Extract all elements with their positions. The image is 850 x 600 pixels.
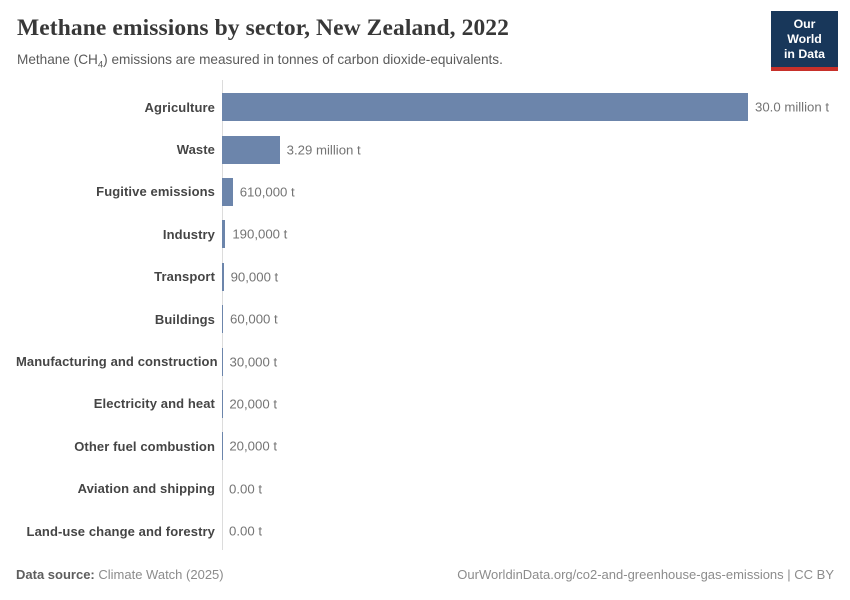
bar-track: 3.29 million t (222, 135, 834, 164)
bar-row: Manufacturing and construction 30,000 t (16, 340, 834, 382)
category-label: Other fuel combustion (74, 438, 215, 454)
bar-track: 30.0 million t (222, 93, 834, 122)
bar-track: 60,000 t (222, 305, 834, 334)
bar-value-label: 90,000 t (230, 269, 279, 285)
bar-value-label: 30.0 million t (755, 99, 830, 115)
bar-value-label: 0.00 t (229, 481, 262, 497)
bar[interactable] (222, 305, 224, 334)
owid-logo[interactable]: Our World in Data (771, 11, 838, 71)
bar-row: Land-use change and forestry 0.00 t (16, 510, 834, 552)
chart-title: Methane emissions by sector, New Zealand… (17, 15, 509, 41)
bar[interactable] (222, 93, 748, 122)
bar-row: Industry 190,000 t (16, 213, 834, 255)
bar-value-label: 60,000 t (230, 311, 278, 327)
category-label: Fugitive emissions (96, 184, 215, 200)
bar-rows: Agriculture 30.0 million t Waste 3.29 mi… (16, 86, 834, 552)
bar-value-label: 0.00 t (229, 523, 262, 539)
bar[interactable] (222, 347, 223, 376)
bar-row: Electricity and heat 20,000 t (16, 383, 834, 425)
chart-subtitle: Methane (CH4) emissions are measured in … (17, 51, 750, 72)
bar-track: 90,000 t (222, 262, 834, 291)
owid-logo-red-underline (771, 67, 838, 71)
chart-header: Methane emissions by sector, New Zealand… (17, 14, 750, 72)
bar-row: Fugitive emissions 610,000 t (16, 171, 834, 213)
bar[interactable] (222, 177, 233, 206)
category-label: Agriculture (144, 99, 215, 115)
bar[interactable] (222, 135, 280, 164)
subtitle-text-after: ) emissions are measured in tonnes of ca… (103, 52, 503, 68)
bar-row: Aviation and shipping 0.00 t (16, 468, 834, 510)
bar-row: Buildings 60,000 t (16, 298, 834, 340)
bar[interactable] (222, 220, 226, 249)
bar-track: 30,000 t (222, 347, 834, 376)
bar-value-label: 190,000 t (232, 226, 288, 242)
bar-row: Agriculture 30.0 million t (16, 86, 834, 128)
owid-url-link[interactable]: OurWorldinData.org/co2-and-greenhouse-ga… (457, 567, 834, 582)
bar-row: Transport 90,000 t (16, 256, 834, 298)
bar-track: 610,000 t (222, 177, 834, 206)
subtitle-text-before: Methane (CH (17, 52, 98, 68)
owid-logo-line2: in Data (784, 47, 825, 61)
chart-footer: Data source: Climate Watch (2025) OurWor… (16, 567, 834, 582)
data-source-value: Climate Watch (2025) (98, 567, 224, 582)
data-source: Data source: Climate Watch (2025) (16, 567, 224, 582)
bar-value-label: 20,000 t (229, 396, 278, 412)
category-label: Manufacturing and construction (16, 354, 218, 370)
category-label: Electricity and heat (93, 396, 215, 412)
bar-track: 190,000 t (222, 220, 834, 249)
bar-value-label: 20,000 t (229, 438, 278, 454)
category-label: Transport (154, 269, 215, 285)
bar-track: 0.00 t (222, 517, 834, 545)
subtitle-subscript: 4 (97, 59, 104, 71)
category-label: Waste (176, 142, 215, 158)
category-label: Land-use change and forestry (26, 523, 215, 539)
bar-track: 20,000 t (222, 389, 834, 418)
bar-chart: Agriculture 30.0 million t Waste 3.29 mi… (16, 80, 834, 553)
bar-value-label: 610,000 t (239, 184, 295, 200)
bar-track: 20,000 t (222, 432, 834, 461)
bar-row: Other fuel combustion 20,000 t (16, 425, 834, 467)
category-label: Industry (162, 226, 215, 242)
data-source-label: Data source: (16, 567, 95, 582)
category-label: Aviation and shipping (77, 481, 215, 497)
bar-value-label: 30,000 t (229, 354, 278, 370)
bar-value-label: 3.29 million t (286, 142, 361, 158)
owid-logo-line1: Our World (787, 17, 822, 46)
bar-row: Waste 3.29 million t (16, 128, 834, 170)
bar-track: 0.00 t (222, 475, 834, 503)
bar[interactable] (222, 262, 224, 291)
category-label: Buildings (154, 311, 215, 327)
